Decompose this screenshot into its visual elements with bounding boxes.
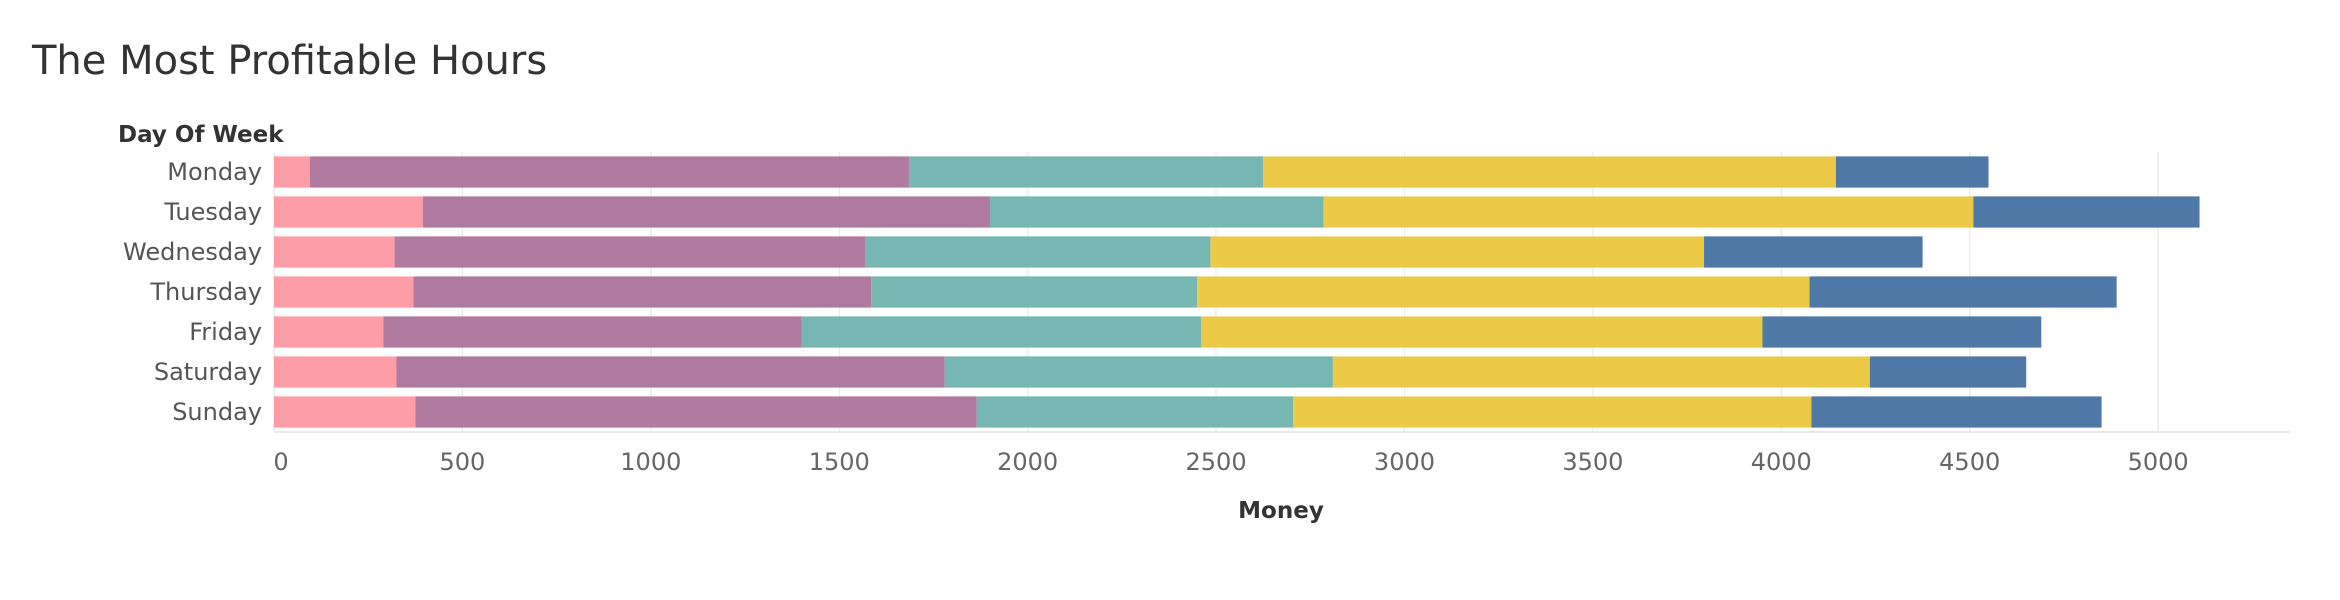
bar-saturday-segment-2[interactable] [396, 356, 945, 388]
bar-saturday-segment-1[interactable] [274, 356, 397, 388]
x-tick-2000: 2000 [997, 448, 1058, 476]
bar-wednesday-segment-5[interactable] [1704, 236, 1923, 268]
bar-thursday-segment-3[interactable] [871, 276, 1198, 308]
category-label-friday: Friday [189, 318, 262, 346]
y-axis-title: Day Of Week [118, 122, 284, 148]
bar-sunday-segment-4[interactable] [1293, 396, 1812, 428]
bar-friday-segment-1[interactable] [274, 316, 384, 348]
x-tick-1500: 1500 [809, 448, 870, 476]
bar-wednesday-segment-3[interactable] [865, 236, 1211, 268]
x-tick-4500: 4500 [1939, 448, 2000, 476]
bar-friday-segment-5[interactable] [1762, 316, 2042, 348]
category-label-monday: Monday [167, 158, 262, 186]
bars [274, 156, 2200, 428]
bar-monday-segment-3[interactable] [908, 156, 1264, 188]
bar-sunday-segment-5[interactable] [1811, 396, 2102, 428]
bar-wednesday-segment-4[interactable] [1210, 236, 1705, 268]
bar-thursday-segment-4[interactable] [1197, 276, 1810, 308]
bar-monday-segment-1[interactable] [274, 156, 310, 188]
x-tick-500: 500 [440, 448, 486, 476]
x-tick-3000: 3000 [1374, 448, 1435, 476]
x-tick-4000: 4000 [1751, 448, 1812, 476]
category-labels: Monday Tuesday Wednesday Thursday Friday Satu… [123, 158, 262, 426]
bar-tuesday-segment-5[interactable] [1973, 196, 2200, 228]
bar-wednesday-segment-2[interactable] [394, 236, 866, 268]
bar-wednesday-segment-1[interactable] [274, 236, 395, 268]
bar-sunday-segment-3[interactable] [976, 396, 1294, 428]
bar-saturday-segment-3[interactable] [944, 356, 1333, 388]
bar-tuesday-segment-3[interactable] [989, 196, 1324, 228]
bar-saturday-segment-5[interactable] [1869, 356, 2027, 388]
bar-sunday-segment-1[interactable] [274, 396, 416, 428]
bar-monday-segment-2[interactable] [309, 156, 909, 188]
x-tick-1000: 1000 [620, 448, 681, 476]
chart-title: The Most Profitable Hours [32, 38, 548, 84]
bar-thursday-segment-1[interactable] [274, 276, 414, 308]
category-label-saturday: Saturday [154, 358, 262, 386]
x-axis-title: Money [1238, 498, 1324, 524]
bar-tuesday-segment-1[interactable] [274, 196, 423, 228]
x-tick-5000: 5000 [2128, 448, 2189, 476]
bar-tuesday-segment-4[interactable] [1323, 196, 1974, 228]
bar-friday-segment-2[interactable] [383, 316, 802, 348]
bar-saturday-segment-4[interactable] [1332, 356, 1870, 388]
x-tick-3500: 3500 [1562, 448, 1623, 476]
bar-monday-segment-4[interactable] [1263, 156, 1836, 188]
x-tick-2500: 2500 [1186, 448, 1247, 476]
x-tick-labels: 0 500 1000 1500 2000 2500 3000 3500 4000 4500 5000 [273, 448, 2188, 476]
bar-thursday-segment-5[interactable] [1809, 276, 2117, 308]
category-label-tuesday: Tuesday [163, 198, 262, 226]
bar-friday-segment-3[interactable] [801, 316, 1201, 348]
bar-monday-segment-5[interactable] [1835, 156, 1989, 188]
bar-tuesday-segment-2[interactable] [422, 196, 990, 228]
category-label-thursday: Thursday [149, 278, 262, 306]
bar-thursday-segment-2[interactable] [413, 276, 872, 308]
bar-sunday-segment-2[interactable] [415, 396, 977, 428]
category-label-sunday: Sunday [172, 398, 262, 426]
category-label-wednesday: Wednesday [123, 238, 262, 266]
x-tick-0: 0 [273, 448, 288, 476]
bar-friday-segment-4[interactable] [1200, 316, 1763, 348]
